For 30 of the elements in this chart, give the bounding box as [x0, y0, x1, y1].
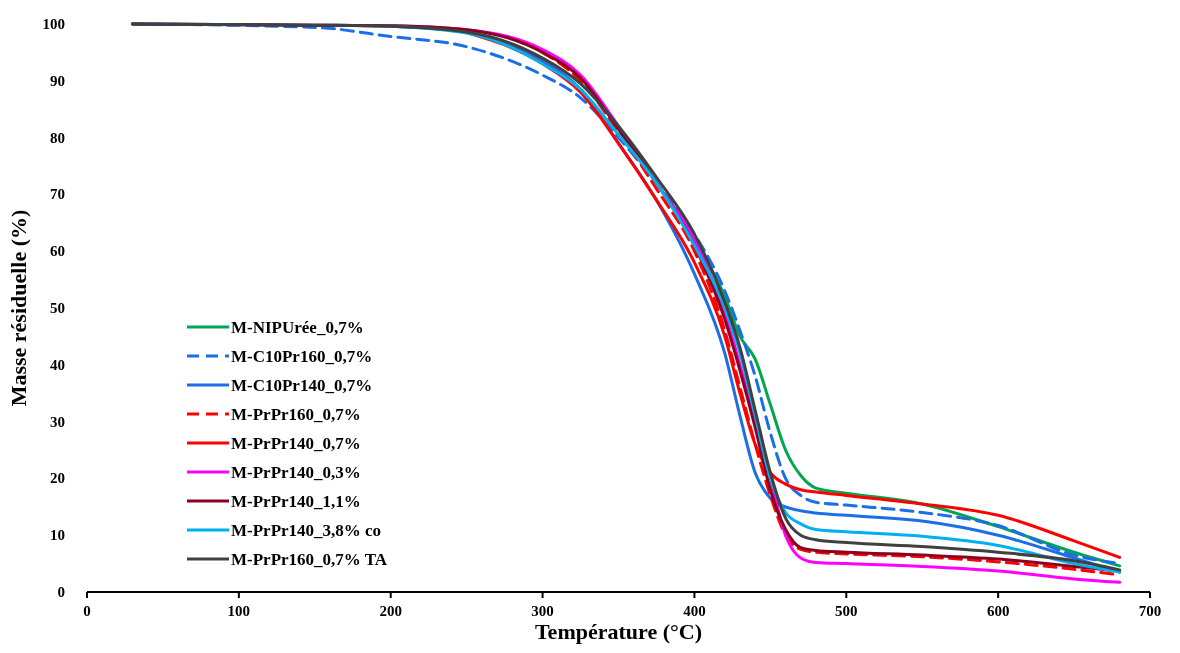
- y-tick-label: 70: [50, 186, 65, 203]
- x-tick-label: 100: [227, 603, 251, 619]
- y-tick-label: 20: [50, 470, 65, 487]
- legend-label: M-NIPUrée_0,7%: [231, 318, 364, 337]
- legend-label: M-C10Pr140_0,7%: [231, 376, 373, 395]
- x-axis-title: Température (°C): [534, 619, 703, 644]
- legend-label: M-PrPr140_0,3%: [231, 463, 361, 482]
- y-tick-label: 60: [50, 243, 65, 260]
- y-tick-label: 80: [50, 129, 65, 146]
- legend-label: M-PrPr160_0,7% TA: [231, 550, 388, 569]
- x-tick-label: 600: [986, 603, 1010, 619]
- x-tick-label: 500: [835, 603, 858, 619]
- y-tick-label: 100: [42, 16, 65, 32]
- y-axis-title: Masse résiduelle (%): [6, 209, 31, 407]
- y-tick-label: 50: [50, 300, 65, 316]
- y-tick-label: 90: [50, 72, 65, 89]
- legend-label: M-PrPr160_0,7%: [231, 405, 361, 424]
- legend-label: M-C10Pr160_0,7%: [231, 347, 373, 366]
- legend-label: M-PrPr140_0,7%: [231, 434, 361, 453]
- y-tick-label: 30: [50, 413, 65, 430]
- y-tick-label: 40: [50, 356, 65, 373]
- x-tick-label: 200: [379, 603, 402, 619]
- x-tick-label: 0: [83, 603, 91, 619]
- y-tick-label: 10: [50, 527, 65, 544]
- x-tick-label: 300: [531, 603, 554, 619]
- x-tick-label: 400: [683, 603, 706, 619]
- y-tick-label: 0: [57, 584, 65, 600]
- legend-label: M-PrPr140_3,8% co: [231, 521, 382, 540]
- x-tick-label: 700: [1138, 603, 1162, 619]
- legend-label: M-PrPr140_1,1%: [231, 492, 361, 511]
